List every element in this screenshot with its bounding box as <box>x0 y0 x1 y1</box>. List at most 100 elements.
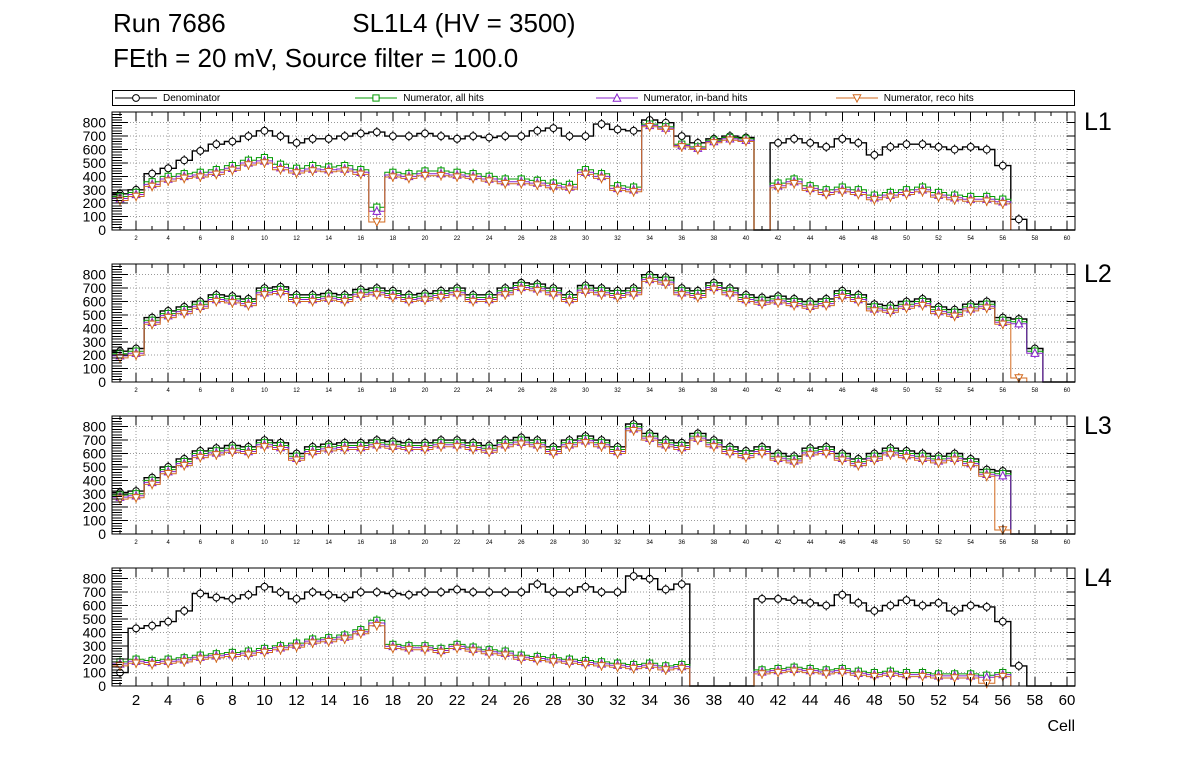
svg-text:44: 44 <box>807 540 814 546</box>
grid <box>112 416 1075 534</box>
axis-frame <box>111 567 1076 687</box>
svg-text:10: 10 <box>261 540 268 546</box>
svg-text:48: 48 <box>866 692 883 709</box>
series-square <box>112 421 1075 535</box>
svg-text:50: 50 <box>903 236 910 242</box>
svg-text:8: 8 <box>228 692 236 709</box>
svg-text:12: 12 <box>288 692 305 709</box>
svg-text:300: 300 <box>83 182 107 198</box>
title-line-1: Run 7686 SL1L4 (HV = 3500) <box>113 6 576 41</box>
run-label: Run 7686 <box>113 8 226 38</box>
svg-text:24: 24 <box>486 236 493 242</box>
svg-text:42: 42 <box>770 692 787 709</box>
svg-text:500: 500 <box>83 307 107 323</box>
panel-label-l4: L4 <box>1084 564 1112 592</box>
svg-text:400: 400 <box>83 624 107 640</box>
x-axis-title: Cell <box>1047 718 1075 735</box>
x-tick-labels: 2 4 6 8 10 12 14 16 18 20 22 24 26 28 30 32 34 36 38 40 42 44… <box>134 388 1071 394</box>
svg-text:36: 36 <box>673 692 690 709</box>
svg-text:28: 28 <box>550 540 557 546</box>
reco-hits-marker-icon <box>835 94 878 104</box>
svg-text:100: 100 <box>83 209 107 225</box>
svg-text:36: 36 <box>678 540 685 546</box>
svg-text:200: 200 <box>83 347 107 363</box>
svg-text:100: 100 <box>83 361 107 377</box>
all-hits-marker-icon <box>355 94 398 102</box>
svg-text:48: 48 <box>871 540 878 546</box>
svg-text:14: 14 <box>325 388 332 394</box>
svg-text:18: 18 <box>385 692 402 709</box>
axis-frame <box>111 415 1076 535</box>
svg-text:26: 26 <box>518 388 525 394</box>
svg-text:20: 20 <box>422 388 429 394</box>
svg-text:46: 46 <box>839 540 846 546</box>
series-triangle-down <box>112 620 1075 689</box>
svg-text:38: 38 <box>711 540 718 546</box>
svg-text:200: 200 <box>83 499 107 515</box>
svg-text:300: 300 <box>83 486 107 502</box>
svg-text:60: 60 <box>1064 388 1071 394</box>
svg-text:18: 18 <box>390 540 397 546</box>
svg-text:100: 100 <box>83 665 107 681</box>
svg-text:2: 2 <box>134 540 138 546</box>
svg-text:56: 56 <box>999 236 1006 242</box>
in-band-hits-marker-icon <box>595 92 638 102</box>
svg-text:52: 52 <box>935 540 942 546</box>
svg-text:14: 14 <box>320 692 337 709</box>
svg-text:10: 10 <box>261 236 268 242</box>
svg-text:2: 2 <box>132 692 140 709</box>
svg-text:300: 300 <box>83 334 107 350</box>
svg-text:40: 40 <box>743 388 750 394</box>
svg-text:20: 20 <box>422 236 429 242</box>
svg-text:32: 32 <box>614 236 621 242</box>
panel-l1: 0 100 200 300 400 500 600 700 800 2 4 6 8 10 12 14 16 18 2… <box>0 106 1196 258</box>
svg-text:42: 42 <box>775 540 782 546</box>
svg-text:28: 28 <box>550 236 557 242</box>
svg-text:38: 38 <box>711 388 718 394</box>
svg-text:600: 600 <box>83 598 107 614</box>
svg-text:60: 60 <box>1064 236 1071 242</box>
series-triangle-down <box>112 276 1075 384</box>
svg-text:34: 34 <box>641 692 658 709</box>
svg-text:18: 18 <box>390 236 397 242</box>
legend-entry-all-hits: Numerator, all hits <box>353 91 593 105</box>
svg-text:700: 700 <box>83 432 107 448</box>
svg-text:24: 24 <box>481 692 498 709</box>
legend-entry-in-band-hits: Numerator, in-band hits <box>594 91 834 105</box>
svg-text:100: 100 <box>83 513 107 529</box>
superlayer-title: SL1L4 (HV = 3500) <box>352 8 576 38</box>
svg-text:56: 56 <box>999 388 1006 394</box>
svg-text:58: 58 <box>1032 236 1039 242</box>
svg-text:8: 8 <box>231 236 235 242</box>
legend-entry-denominator: Denominator <box>113 91 353 105</box>
svg-text:0: 0 <box>98 526 106 542</box>
svg-text:26: 26 <box>518 540 525 546</box>
denominator-marker-icon <box>115 94 157 102</box>
svg-text:58: 58 <box>1027 692 1044 709</box>
svg-text:54: 54 <box>967 540 974 546</box>
svg-text:38: 38 <box>711 236 718 242</box>
svg-text:800: 800 <box>83 571 107 587</box>
svg-text:4: 4 <box>167 540 171 546</box>
panel-l2: 0 100 200 300 400 500 600 700 800 2 4 6 8 10 12 14 16 18 2… <box>0 258 1196 410</box>
svg-text:22: 22 <box>454 236 461 242</box>
svg-text:8: 8 <box>231 388 235 394</box>
svg-text:46: 46 <box>839 236 846 242</box>
svg-text:6: 6 <box>196 692 204 709</box>
svg-text:34: 34 <box>646 236 653 242</box>
svg-text:36: 36 <box>678 388 685 394</box>
svg-text:44: 44 <box>802 692 819 709</box>
panels-column: 0 100 200 300 400 500 600 700 800 2 4 6 8 10 12 14 16 18 2… <box>0 106 1196 762</box>
svg-text:10: 10 <box>261 388 268 394</box>
x-tick-labels: 2 4 6 8 10 12 14 16 18 20 22 24 26 28 30 32 34 36 38 40 42 44… <box>134 236 1071 242</box>
svg-text:50: 50 <box>898 692 915 709</box>
svg-text:48: 48 <box>871 236 878 242</box>
svg-text:32: 32 <box>614 540 621 546</box>
legend: Denominator Numerator, all hits Numerato… <box>112 90 1075 106</box>
svg-text:40: 40 <box>738 692 755 709</box>
svg-text:28: 28 <box>545 692 562 709</box>
svg-text:24: 24 <box>486 388 493 394</box>
panel-label-l3: L3 <box>1084 412 1112 440</box>
